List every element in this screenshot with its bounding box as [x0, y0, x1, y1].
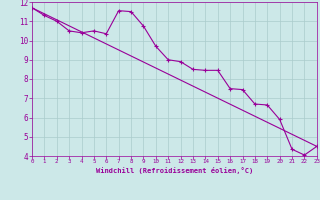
- X-axis label: Windchill (Refroidissement éolien,°C): Windchill (Refroidissement éolien,°C): [96, 167, 253, 174]
